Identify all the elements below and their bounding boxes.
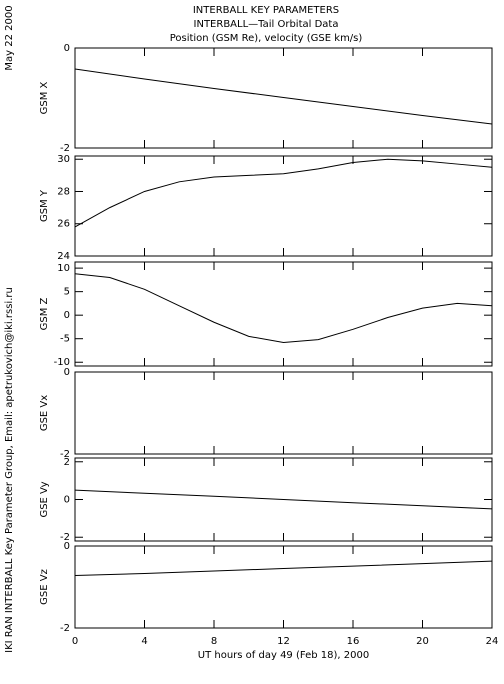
x-tick-label: 0 xyxy=(72,636,78,647)
title-line: INTERBALL—Tail Orbital Data xyxy=(194,19,339,30)
data-line xyxy=(74,273,493,343)
y-tick-label: 0 xyxy=(64,541,70,552)
y-tick-label: -5 xyxy=(60,334,70,345)
y-tick-label: -2 xyxy=(60,623,70,634)
credit: IKI RAN INTERBALL Key Parameter Group, E… xyxy=(4,287,15,653)
x-tick-label: 8 xyxy=(211,636,217,647)
x-tick-label: 12 xyxy=(277,636,290,647)
y-tick-label: 2 xyxy=(64,457,70,468)
y-axis-label: GSE Vx xyxy=(39,395,50,431)
y-tick-label: -2 xyxy=(60,532,70,543)
x-tick-label: 4 xyxy=(141,636,147,647)
y-tick-label: 24 xyxy=(57,251,70,262)
y-axis-label: GSM Z xyxy=(39,297,50,330)
panel-frame xyxy=(74,155,493,257)
y-tick-label: 0 xyxy=(64,310,70,321)
y-tick-label: -10 xyxy=(54,357,70,368)
y-tick-label: -2 xyxy=(60,143,70,154)
y-tick-label: 30 xyxy=(57,154,70,165)
data-line xyxy=(74,489,493,510)
title-line: INTERBALL KEY PARAMETERS xyxy=(193,5,339,16)
y-tick-label: 26 xyxy=(57,219,70,230)
y-tick-label: 0 xyxy=(64,495,70,506)
y-tick-label: 0 xyxy=(64,43,70,54)
data-line xyxy=(74,158,493,228)
data-line xyxy=(74,560,493,577)
y-tick-label: 0 xyxy=(64,367,70,378)
x-tick-label: 24 xyxy=(486,636,499,647)
y-axis-label: GSE Vz xyxy=(39,569,50,605)
y-tick-label: -2 xyxy=(60,449,70,460)
panel-frame xyxy=(74,545,493,629)
y-tick-label: 10 xyxy=(57,263,70,274)
y-axis-label: GSM X xyxy=(39,81,50,114)
y-axis-label: GSM Y xyxy=(39,189,50,222)
x-tick-label: 20 xyxy=(416,636,429,647)
panel-frame xyxy=(74,371,493,455)
title-line: Position (GSM Re), velocity (GSE km/s) xyxy=(170,33,363,44)
panel-frame xyxy=(74,261,493,367)
x-axis-label: UT hours of day 49 (Feb 18), 2000 xyxy=(198,650,369,661)
data-line xyxy=(74,68,493,125)
x-tick-label: 16 xyxy=(347,636,360,647)
y-tick-label: 28 xyxy=(57,186,70,197)
y-axis-label: GSE Vy xyxy=(39,481,50,517)
y-tick-label: 5 xyxy=(64,287,70,298)
date: May 22 2000 xyxy=(4,5,15,70)
